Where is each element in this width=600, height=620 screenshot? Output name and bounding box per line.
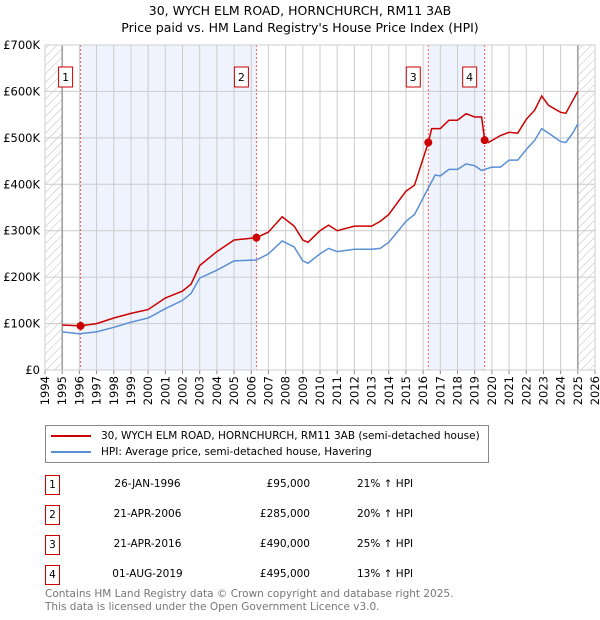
sale-row: 2 21-APR-2006 £285,000 20% ↑ HPI: [45, 505, 465, 525]
sale-hpi-change: 21% ↑ HPI: [357, 478, 414, 490]
legend-item-hpi: HPI: Average price, semi-detached house,…: [51, 444, 372, 460]
x-tick-label: 2020: [485, 376, 499, 405]
sale-date: 21-APR-2016: [113, 538, 182, 550]
y-tick-label: £200K: [3, 270, 40, 284]
x-tick-label: 2022: [519, 376, 533, 405]
x-tick-label: 2007: [261, 376, 275, 405]
hatched-region: [45, 45, 63, 370]
sale-date: 21-APR-2006: [113, 508, 182, 520]
x-tick-label: 2023: [536, 376, 550, 405]
x-tick-label: 2004: [210, 376, 224, 405]
x-tick-label: 2018: [451, 376, 465, 405]
sale-number: 3: [45, 535, 60, 555]
x-tick-label: 2012: [347, 376, 361, 405]
sale-date: 26-JAN-1996: [114, 478, 181, 490]
x-tick-label: 2016: [416, 376, 430, 405]
x-tick-label: 1997: [90, 376, 104, 405]
x-tick-label: 2006: [244, 376, 258, 405]
sale-number: 1: [45, 475, 60, 495]
sale-hpi-change: 13% ↑ HPI: [357, 568, 414, 580]
shaded-period: [428, 45, 485, 370]
x-tick-label: 2003: [193, 376, 207, 405]
x-tick-label: 2013: [365, 376, 379, 405]
chart-title: 30, WYCH ELM ROAD, HORNCHURCH, RM11 3AB: [148, 3, 452, 18]
sale-date: 01-AUG-2019: [112, 568, 183, 580]
sale-number: 4: [45, 565, 60, 585]
sale-label-box: [462, 66, 478, 88]
x-tick-label: 1999: [124, 376, 138, 405]
sale-label: 1: [62, 71, 69, 84]
y-tick-label: £0: [25, 363, 40, 377]
x-tick-label: 2005: [227, 376, 241, 405]
x-tick-label: 2000: [141, 376, 155, 405]
sale-label: 2: [238, 71, 245, 84]
x-tick-label: 1998: [107, 376, 121, 405]
y-tick-label: £600K: [3, 84, 40, 98]
sale-row: 1 26-JAN-1996 £95,000 21% ↑ HPI: [45, 475, 465, 495]
sale-hpi-change: 20% ↑ HPI: [357, 508, 414, 520]
y-tick-label: £500K: [3, 131, 40, 145]
hatched-region: [577, 45, 595, 370]
sale-point: [76, 321, 85, 330]
sale-label: 3: [410, 71, 417, 84]
price-chart: 1994 1995 1996 1997 1998 1999 2000 2001 2002 2003…: [3, 38, 600, 405]
sale-price: £490,000: [259, 538, 310, 550]
x-tick-label: 2024: [554, 376, 568, 405]
legend-label-hpi: HPI: Average price, semi-detached house,…: [101, 446, 372, 458]
sale-number: 2: [45, 505, 60, 525]
legend-swatch-blue: [51, 451, 91, 453]
y-tick-label: £100K: [3, 317, 40, 331]
footer-line-1: Contains HM Land Registry data © Crown c…: [45, 588, 454, 600]
sale-price: £495,000: [259, 568, 310, 580]
legend-swatch-red: [51, 435, 91, 437]
x-tick-label: 1996: [72, 376, 86, 405]
sale-label-box: [58, 66, 74, 88]
y-tick-label: £300K: [3, 224, 40, 238]
x-tick-label: 2008: [279, 376, 293, 405]
x-tick-label: 2015: [399, 376, 413, 405]
x-tick-label: 1994: [38, 376, 52, 405]
chart-subtitle: Price paid vs. HM Land Registry's House …: [121, 20, 479, 35]
footer-line-2: This data is licensed under the Open Gov…: [45, 601, 380, 613]
x-tick-label: 2001: [158, 376, 172, 405]
sale-row: 4 01-AUG-2019 £495,000 13% ↑ HPI: [45, 565, 465, 585]
x-tick-label: 2011: [330, 376, 344, 405]
sale-label-box: [233, 66, 249, 88]
x-tick-label: 2021: [502, 376, 516, 405]
x-tick-label: 2002: [176, 376, 190, 405]
legend-item-property: 30, WYCH ELM ROAD, HORNCHURCH, RM11 3AB …: [51, 428, 480, 444]
sale-price: £285,000: [259, 508, 310, 520]
plot-border: [44, 44, 596, 371]
sale-hpi-change: 25% ↑ HPI: [357, 538, 414, 550]
sale-point: [252, 233, 261, 242]
y-tick-label: £700K: [3, 38, 40, 52]
sale-point: [424, 138, 433, 147]
y-tick-label: £400K: [3, 177, 40, 191]
x-tick-label: 2026: [588, 376, 600, 405]
x-tick-label: 2025: [571, 376, 585, 405]
x-tick-label: 2010: [313, 376, 327, 405]
sale-label: 4: [466, 71, 473, 84]
legend: 30, WYCH ELM ROAD, HORNCHURCH, RM11 3AB …: [45, 425, 489, 463]
x-tick-label: 2009: [296, 376, 310, 405]
legend-label-property: 30, WYCH ELM ROAD, HORNCHURCH, RM11 3AB …: [101, 430, 480, 442]
sale-point: [480, 136, 489, 145]
x-tick-label: 2014: [382, 376, 396, 405]
x-tick-label: 2019: [468, 376, 482, 405]
sale-row: 3 21-APR-2016 £490,000 25% ↑ HPI: [45, 535, 465, 555]
x-tick-label: 2017: [433, 376, 447, 405]
x-tick-label: 1995: [55, 376, 69, 405]
sale-price: £95,000: [266, 478, 310, 490]
sale-label-box: [405, 66, 421, 88]
footer: Contains HM Land Registry data © Crown c…: [45, 588, 453, 614]
shaded-period: [80, 45, 257, 370]
hpi-line: [62, 123, 579, 335]
property-price-line: [62, 91, 579, 327]
